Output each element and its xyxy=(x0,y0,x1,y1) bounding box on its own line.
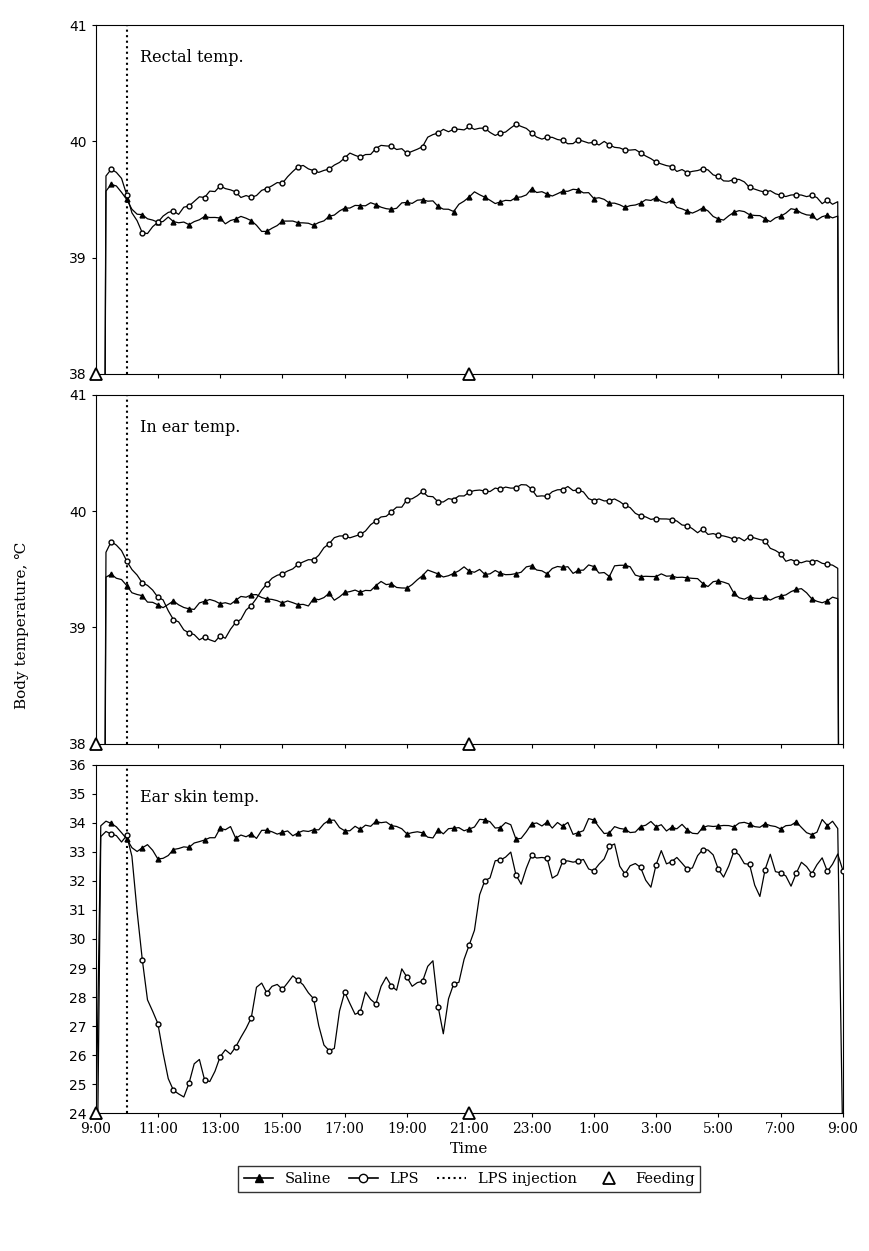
Text: In ear temp.: In ear temp. xyxy=(141,419,241,437)
X-axis label: Time: Time xyxy=(450,1142,488,1156)
Legend: Saline, LPS, LPS injection, Feeding: Saline, LPS, LPS injection, Feeding xyxy=(238,1166,700,1192)
Text: Ear skin temp.: Ear skin temp. xyxy=(141,789,260,806)
Text: Rectal temp.: Rectal temp. xyxy=(141,50,244,66)
Text: Body temperature, ℃: Body temperature, ℃ xyxy=(15,542,29,709)
